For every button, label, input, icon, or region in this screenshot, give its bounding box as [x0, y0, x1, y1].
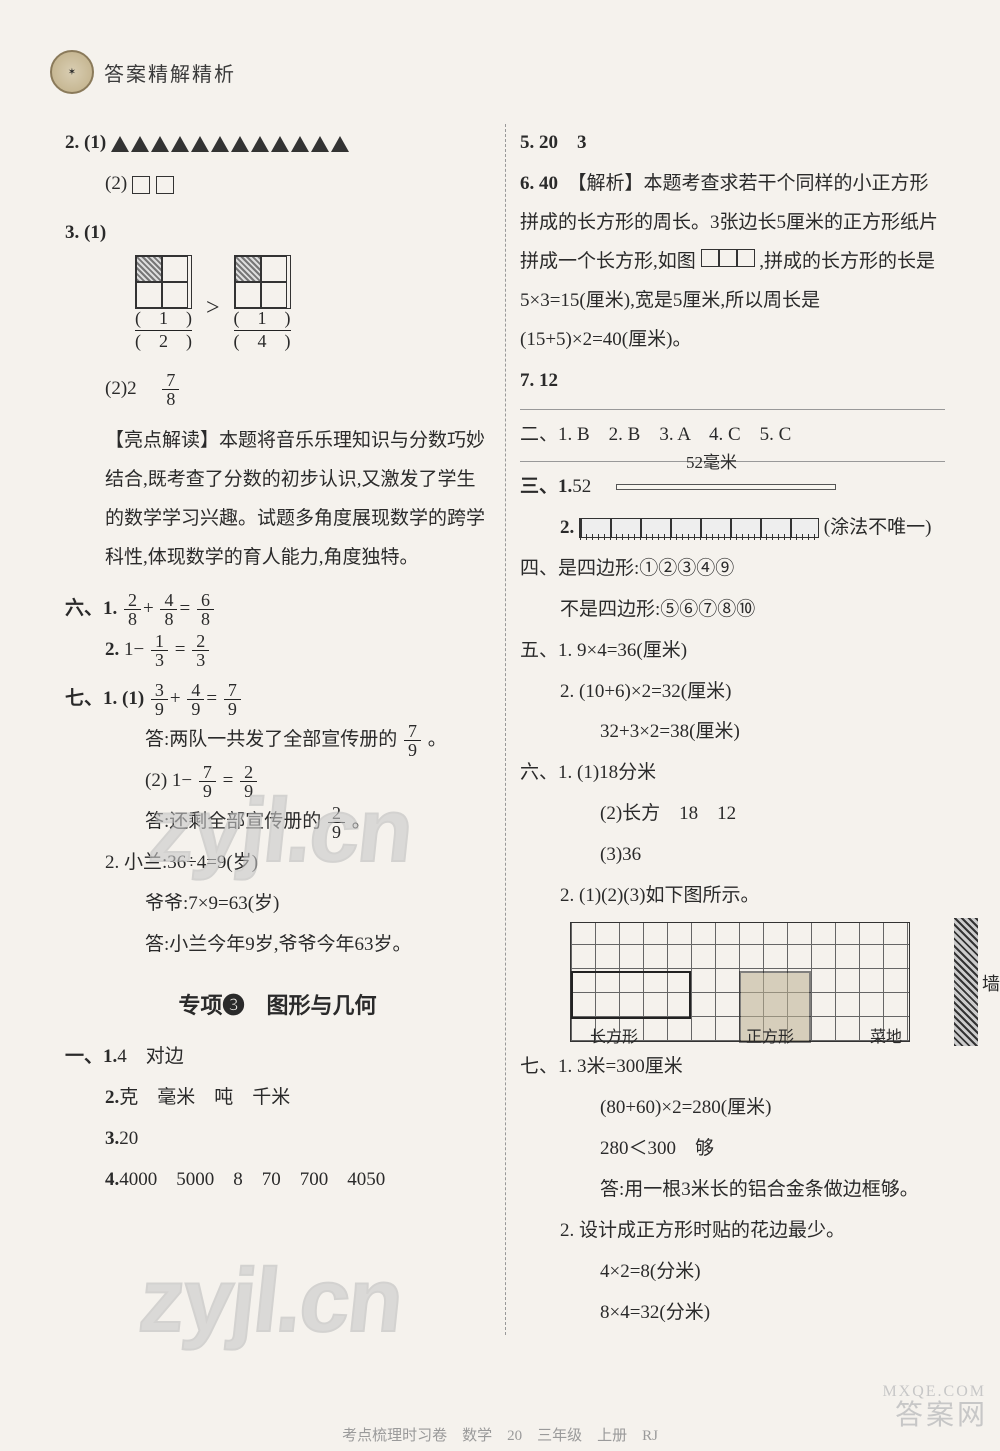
q3-1-label: 3. (1) — [65, 222, 106, 243]
frac-right: ( 1 ) ( 4 ) — [234, 309, 291, 352]
page-footer: 考点梳理时习卷 数学 20 三年级 上册 RJ — [0, 1424, 1000, 1445]
highlight: 【亮点解读】本题将音乐乐理知识与分数巧妙结合,既考查了分数的初步认识,又激发了学… — [65, 422, 490, 578]
highlight-title: 【亮点解读】 — [105, 430, 219, 451]
q3-1: 3. (1) — [65, 214, 490, 253]
q3-2: (2)2 78 — [65, 370, 490, 409]
r-seven-1d: 答:用一根3米长的铝合金条做边框够。 — [520, 1171, 945, 1210]
r-seven-1b: (80+60)×2=280(厘米) — [520, 1089, 945, 1128]
six-2-label: 2. — [105, 639, 119, 660]
r-six-1c: (3)36 — [520, 836, 945, 875]
grid-right — [234, 255, 291, 309]
q2-2: (2) — [65, 165, 490, 204]
q2-1-label: 2. (1) — [65, 132, 106, 153]
r-seven-2b: 4×2=8(分米) — [520, 1253, 945, 1292]
section3-title: 专项❸ 图形与几何 — [65, 983, 490, 1028]
seven-1-2-answer: 答:还剩全部宣传册的 29 。 — [65, 803, 490, 842]
scale-icon — [579, 518, 819, 538]
r-six-2: 2. (1)(2)(3)如下图所示。 — [520, 877, 945, 916]
r-three-1: 三、1.52 52毫米 — [520, 461, 945, 507]
r-q7: 7. 12 — [520, 362, 945, 401]
right-column: 5. 20 3 6. 40 【解析】本题考查求若干个同样的小正方形拼成的长方形的… — [505, 124, 960, 1335]
grid-compare: ( 1 ) ( 2 ) > ( 1 ) ( 4 ) — [135, 255, 490, 362]
r-seven-2c: 8×4=32(分米) — [520, 1294, 945, 1333]
ruler-label: 52毫米 — [686, 446, 737, 481]
r-q5: 5. 20 3 — [520, 124, 945, 163]
header-title: 答案精解精析 — [104, 58, 236, 87]
cai-label: 菜地 — [870, 1022, 902, 1055]
left-column: 2. (1) (2) 3. (1) ( 1 ) — [50, 124, 505, 1335]
wall-label: 墙 — [982, 966, 1000, 1003]
frac-left: ( 1 ) ( 2 ) — [135, 309, 192, 352]
seven-2b: 爷爷:7×9=63(岁) — [65, 885, 490, 924]
seven-2a: 2. 小兰:36÷4=9(岁) — [65, 844, 490, 883]
header: ✶ 答案精解精析 — [50, 50, 960, 94]
seven-label: 七、1. (1) — [65, 688, 144, 709]
rect-label: 长方形 — [590, 1022, 638, 1055]
seven-1-2: (2) 1− 79 = 29 — [65, 762, 490, 801]
rect-shape — [571, 971, 691, 1019]
r-four-b: 不是四边形:⑤⑥⑦⑧⑩ — [520, 591, 945, 630]
three-boxes-icon — [701, 243, 755, 282]
ruler-icon — [616, 484, 836, 490]
seven-1-answer: 答:两队一共发了全部宣传册的 79 。 — [65, 721, 490, 760]
frac-7-8: 78 — [162, 371, 179, 408]
wall-hatch — [954, 918, 978, 1046]
r-five-2a: 2. (10+6)×2=32(厘米) — [520, 673, 945, 712]
compare-symbol: > — [206, 284, 220, 333]
logo-badge: ✶ — [50, 50, 94, 94]
r-three-2: 2. (涂法不唯一) — [520, 509, 945, 548]
one-2: 2.克 毫米 吨 千米 — [65, 1079, 490, 1118]
seven-2c: 答:小兰今年9岁,爷爷今年63岁。 — [65, 926, 490, 965]
q3-2-text: (2)2 — [105, 378, 156, 399]
one-4: 4.4000 5000 8 70 700 4050 — [65, 1161, 490, 1200]
square-icon — [156, 176, 174, 194]
r-four-a: 四、是四边形:①②③④⑨ — [520, 550, 945, 589]
q2-1: 2. (1) — [65, 124, 490, 163]
r-six-1b: (2)长方 18 12 — [520, 795, 945, 834]
seven-1: 七、1. (1) 39+ 49= 79 — [65, 680, 490, 719]
grid-left — [135, 255, 192, 309]
triangle-row — [111, 132, 351, 153]
r-q6: 6. 40 【解析】本题考查求若干个同样的小正方形拼成的长方形的周长。3张边长5… — [520, 165, 945, 360]
square-icon — [132, 176, 150, 194]
r-six-1a: 六、1. (1)18分米 — [520, 754, 945, 793]
one-1: 一、1.4 对边 — [65, 1038, 490, 1077]
six-2: 2. 1− 13 = 23 — [65, 631, 490, 670]
square-label: 正方形 — [746, 1022, 794, 1055]
q2-2-label: (2) — [105, 173, 127, 194]
r-seven-2a: 2. 设计成正方形时贴的花边最少。 — [520, 1212, 945, 1251]
r-seven-1c: 280＜300 够 — [520, 1130, 945, 1169]
six-label: 六、1. — [65, 598, 117, 619]
garden-diagram: 墙 长方形 正方形 菜地 — [570, 922, 950, 1042]
one-3: 3.20 — [65, 1120, 490, 1159]
r-five-2b: 32+3×2=38(厘米) — [520, 713, 945, 752]
column-divider — [505, 124, 506, 1335]
r-five-1: 五、1. 9×4=36(厘米) — [520, 632, 945, 671]
six-1: 六、1. 28+ 48= 68 — [65, 590, 490, 629]
